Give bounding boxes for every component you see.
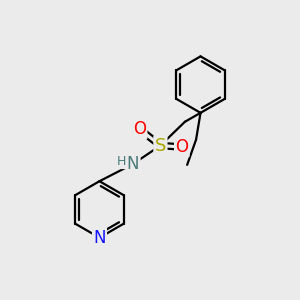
Text: O: O [133,120,146,138]
Text: S: S [155,136,166,154]
Text: O: O [175,138,188,156]
Text: H: H [117,155,127,168]
Text: N: N [93,229,106,247]
Text: N: N [127,155,139,173]
